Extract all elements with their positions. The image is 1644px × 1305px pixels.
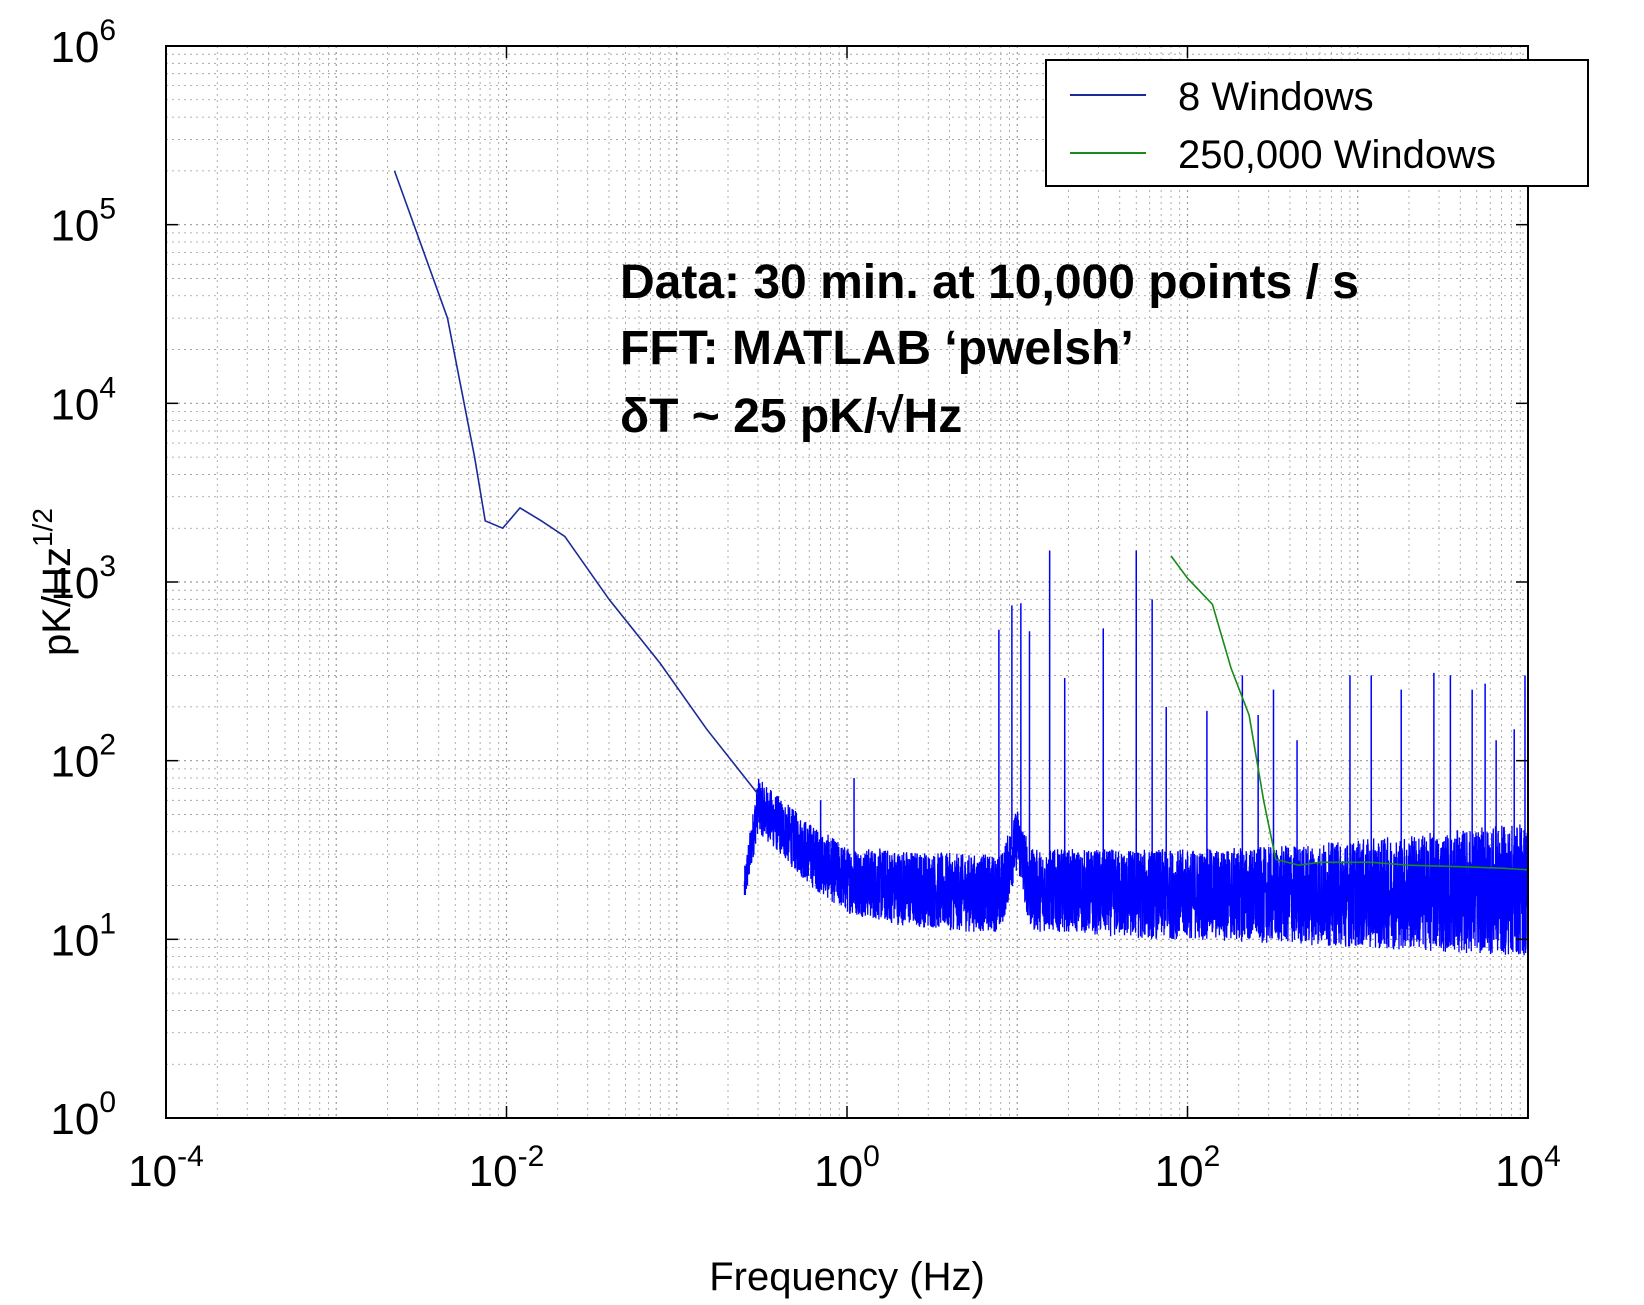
- noise-band-8-windows: [743, 778, 1529, 956]
- series-8-windows-noise: [743, 778, 1529, 956]
- series-8-windows-line: [393, 170, 759, 795]
- annotation-line-1: Data: 30 min. at 10,000 points / s: [620, 256, 1359, 309]
- y-tick-label: 104: [50, 371, 116, 429]
- x-tick-label: 10-2: [469, 1140, 545, 1196]
- y-tick-label: 100: [50, 1086, 116, 1144]
- grid-lines: [165, 46, 1528, 1119]
- annotation-line-3: δT ~ 25 pK/√Hz: [620, 390, 962, 443]
- y-tick-label: 103: [50, 550, 116, 608]
- legend-box: [1045, 59, 1589, 187]
- legend-label-250000-windows: 250,000 Windows: [1178, 133, 1496, 177]
- series-lines: [393, 170, 1529, 908]
- x-tick-label: 102: [1155, 1140, 1221, 1196]
- x-tick-label: 10-4: [128, 1140, 204, 1196]
- y-axis-title-base: pK/Hz: [35, 547, 79, 656]
- y-axis-title: pK/Hz1/2: [27, 508, 79, 656]
- annotation-block: Data: 30 min. at 10,000 points / s FFT: …: [620, 256, 1359, 443]
- y-tick-label: 102: [50, 729, 116, 787]
- annotation-line-2: FFT: MATLAB ‘pwelsh’: [620, 322, 1134, 375]
- x-axis-title: Frequency (Hz): [709, 1255, 985, 1299]
- axis-ticks: 10-4 10-2 100 102 104 100 101 102 103 104 105 106: [50, 14, 1560, 1196]
- y-axis-title-exponent: 1/2: [27, 508, 58, 547]
- y-tick-label: 105: [50, 193, 116, 251]
- x-tick-label: 100: [814, 1140, 880, 1196]
- legend: 8 Windows 250,000 Windows: [1045, 59, 1589, 187]
- x-tick-label: 104: [1495, 1140, 1561, 1196]
- y-tick-label: 106: [50, 14, 116, 72]
- series-250000-windows-line: [1170, 555, 1529, 871]
- legend-label-8-windows: 8 Windows: [1178, 75, 1374, 119]
- y-tick-label: 101: [50, 907, 116, 965]
